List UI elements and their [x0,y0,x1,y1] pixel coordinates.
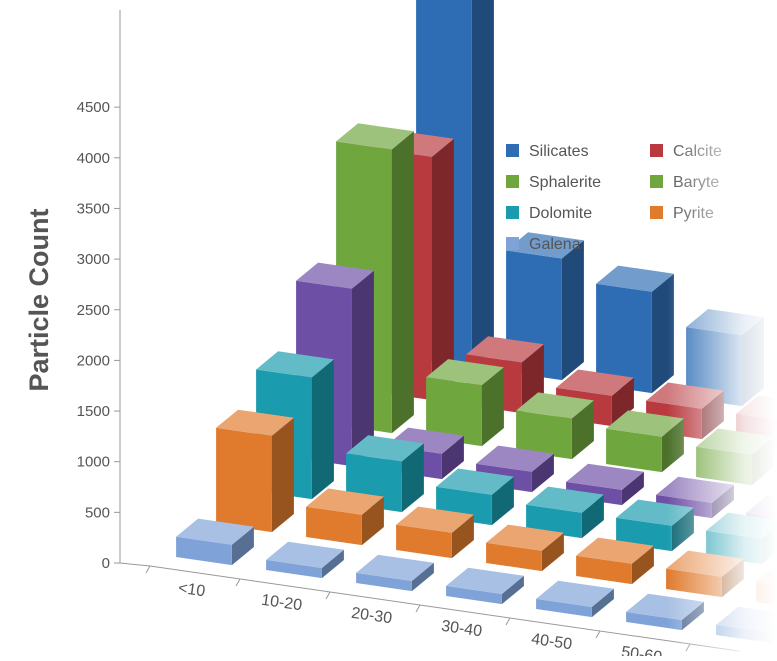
bar-front [216,428,272,532]
legend-item: Dolomite [506,205,592,222]
x-tick-mark [506,618,510,625]
x-tick-label: 10-20 [260,592,303,615]
y-tick-label: 1500 [77,403,110,420]
bar [576,538,654,585]
legend-swatch [650,206,663,219]
legend-label: Sphalerite [529,174,601,191]
bar [446,568,524,604]
bar [486,525,564,572]
bar-side [472,0,494,367]
bar [216,410,294,532]
legend-swatch [506,237,519,250]
legend-label: Galena [529,236,581,253]
bar [266,542,344,578]
legend-swatch [506,144,519,157]
bar [716,607,777,643]
bars [176,0,777,643]
bar-side [562,240,584,380]
legend-swatch [650,144,663,157]
legend-label: Pyrite [673,205,714,222]
bar [536,581,614,617]
x-tick-mark [596,631,600,638]
x-tick-label: 20-30 [350,605,393,628]
legend-item: Sphalerite [506,174,601,191]
y-tick-label: 2000 [77,352,110,369]
y-tick-label: 0 [102,555,110,572]
bar [756,564,777,611]
legend-item: Silicates [506,143,589,160]
legend-swatch [506,175,519,188]
legend-swatch [650,175,663,188]
x-tick-label: 40-50 [530,631,573,654]
legend-swatch [506,206,519,219]
y-tick-label: 2500 [77,302,110,319]
bar [176,519,254,566]
legend-label: Calcite [673,143,722,160]
legend-label: Baryte [673,174,719,191]
y-tick-label: 4500 [77,99,110,116]
bar [626,594,704,630]
x-tick-label: 50-60 [620,644,663,656]
legend-item: Baryte [650,174,719,191]
bar-side [652,274,674,393]
bar-side [312,359,334,499]
y-tick-label: 1000 [77,454,110,471]
bar [516,392,594,459]
bar-side [272,418,294,532]
x-tick-mark [416,605,420,612]
x-tick-mark [686,644,690,651]
bar [306,489,384,546]
legend-label: Silicates [529,143,589,160]
bar [606,410,684,472]
bar [666,551,744,598]
y-tick-label: 3500 [77,200,110,217]
y-axis-title: Particle Count [24,208,54,391]
x-tick-mark [236,579,240,586]
legend-label: Dolomite [529,205,592,222]
bar [396,507,474,558]
bar-front [756,582,777,610]
y-tick-label: 500 [85,504,110,521]
x-tick-label: 30-40 [440,618,483,641]
y-tick-label: 3000 [77,251,110,268]
bar [696,429,774,486]
x-tick-mark [146,566,150,573]
y-tick-label: 4000 [77,150,110,167]
bar-side [392,131,414,433]
x-tick-label: <10 [177,580,206,601]
x-tick-mark [326,592,330,599]
legend-item: Pyrite [650,205,714,222]
axis-corner-line [120,563,150,566]
legend: Silicates Calcite Sphalerite Baryte Dolomite… [506,143,722,253]
bar [356,555,434,591]
legend-item: Calcite [650,143,722,160]
